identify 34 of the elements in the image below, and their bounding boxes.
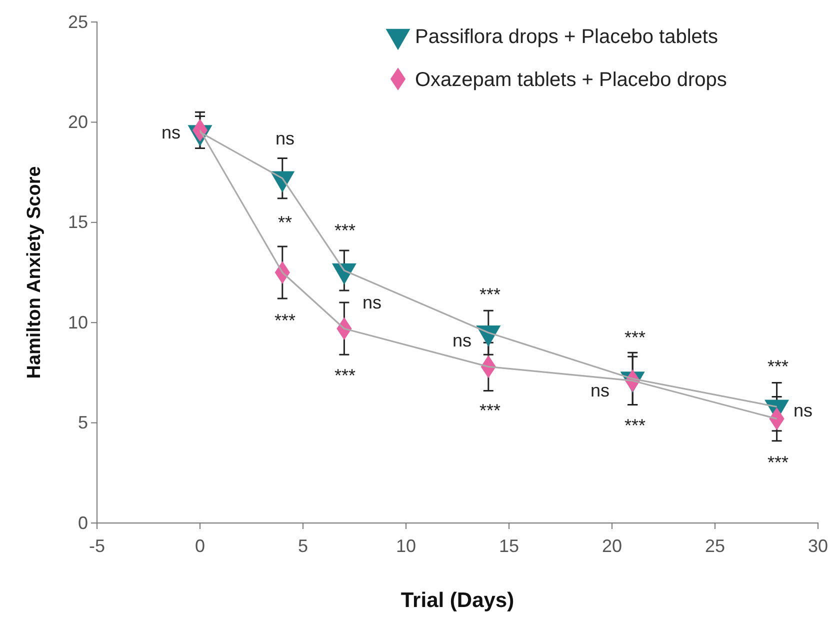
x-axis-title: Trial (Days) (400, 589, 514, 612)
annotation: *** (624, 327, 646, 348)
annotation: *** (767, 356, 789, 376)
annotation: *** (334, 365, 356, 386)
annotation: ns (161, 122, 181, 142)
y-tick-label: 20 (68, 112, 88, 132)
y-tick-label: 10 (68, 312, 88, 332)
y-tick-label: 25 (68, 12, 88, 32)
annotation: *** (624, 415, 646, 436)
x-tick-label: -5 (88, 536, 106, 556)
annotation: *** (767, 452, 789, 472)
x-tick-label: 10 (396, 536, 416, 556)
x-tick-label: 20 (602, 536, 622, 556)
y-tick-label: 15 (68, 212, 88, 232)
x-tick-label: 25 (704, 536, 726, 556)
annotation: *** (479, 284, 501, 304)
x-tick-label: 0 (194, 536, 206, 556)
annotation: ns (793, 400, 813, 420)
y-tick-label: 0 (78, 512, 88, 533)
legend-label: Oxazepam tablets + Placebo drops (415, 69, 727, 91)
annotation: *** (479, 400, 501, 420)
annotation: ns (452, 330, 472, 350)
y-tick-label: 5 (78, 412, 88, 433)
annotation: *** (334, 220, 356, 240)
annotation: ns (275, 128, 295, 148)
x-tick-label: 15 (498, 536, 520, 556)
annotation: ns (590, 380, 610, 400)
annotation: ns (362, 292, 382, 312)
legend-label: Passiflora drops + Placebo tablets (415, 26, 718, 48)
y-axis-title: Hamilton Anxiety Score (24, 166, 45, 379)
annotation: ** (278, 212, 292, 232)
annotation: *** (274, 310, 296, 330)
x-tick-label: 5 (298, 536, 308, 556)
x-tick-label: 30 (808, 536, 828, 556)
